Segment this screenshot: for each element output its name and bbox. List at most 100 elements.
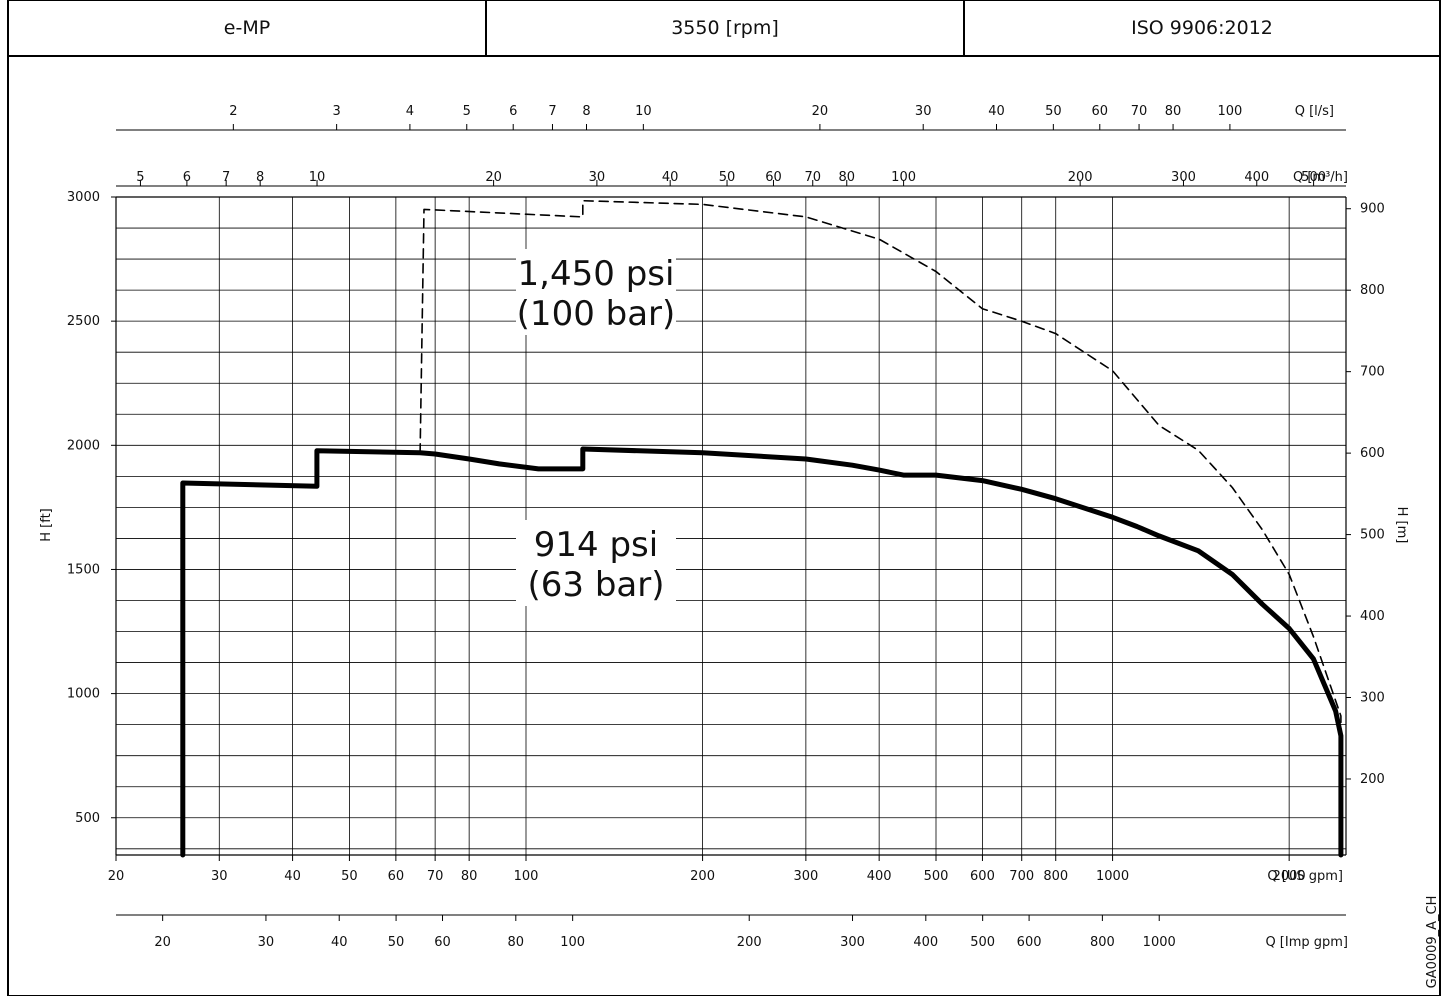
imp-tick-label: 50 xyxy=(388,935,405,950)
ls-tick-label: 10 xyxy=(635,104,652,119)
ls-axis-title: Q [l/s] xyxy=(1295,104,1334,119)
right-tick-label: 500 xyxy=(1360,528,1385,543)
series-line-63-bar xyxy=(180,446,1344,858)
m3h-tick-label: 100 xyxy=(891,170,916,185)
bottom-tick-label: 1000 xyxy=(1096,869,1129,884)
ls-tick-label: 6 xyxy=(509,104,517,119)
left-tick-label: 1500 xyxy=(67,562,100,577)
grid xyxy=(115,196,1347,856)
ls-tick-label: 7 xyxy=(548,104,556,119)
imp-tick-label: 80 xyxy=(508,935,525,950)
annotation-100-bar-line1: 1,450 psi xyxy=(518,254,675,294)
bottom-tick-label: 500 xyxy=(924,869,949,884)
bottom-tick-label: 700 xyxy=(1009,869,1034,884)
ls-tick-label: 4 xyxy=(406,104,414,119)
ls-tick-label: 5 xyxy=(463,104,471,119)
ls-tick-label: 40 xyxy=(988,104,1005,119)
annotation-63-bar-bg xyxy=(516,520,676,606)
m3h-tick-label: 50 xyxy=(719,170,736,185)
imp-tick-label: 400 xyxy=(913,935,938,950)
m3h-tick-label: 30 xyxy=(589,170,606,185)
ls-tick-label: 50 xyxy=(1045,104,1062,119)
frame xyxy=(7,0,1441,996)
right-tick-label: 800 xyxy=(1360,283,1385,298)
bottom-tick-label: 40 xyxy=(284,869,301,884)
bottom-tick-label: 300 xyxy=(793,869,818,884)
annotation-100-bar-bg xyxy=(516,249,676,335)
left-tick-label: 3000 xyxy=(67,190,100,205)
annotations: H [ft] H [m] Q [US gpm] Q [Imp gpm] Q [m… xyxy=(39,104,1440,988)
drawing-code: GA0009_A_CH xyxy=(1425,896,1440,989)
header-speed: 3550 [rpm] xyxy=(671,17,779,39)
annotation-100-bar-line2: (100 bar) xyxy=(517,294,676,334)
annotation-63-bar-line1: 914 psi xyxy=(534,525,658,565)
m3h-tick-label: 200 xyxy=(1068,170,1093,185)
m3h-tick-label: 10 xyxy=(309,170,326,185)
m3h-tick-label: 7 xyxy=(222,170,230,185)
right-tick-label: 700 xyxy=(1360,365,1385,380)
m3h-tick-label: 8 xyxy=(256,170,264,185)
right-tick-label: 600 xyxy=(1360,446,1385,461)
m3h-tick-label: 70 xyxy=(804,170,821,185)
m3h-tick-label: 400 xyxy=(1244,170,1269,185)
m3h-tick-label: 40 xyxy=(662,170,679,185)
imp-tick-label: 300 xyxy=(840,935,865,950)
header-standard: ISO 9906:2012 xyxy=(1131,17,1273,39)
imp-tick-label: 200 xyxy=(737,935,762,950)
axes: 5001000150020002500300020030040050060070… xyxy=(67,104,1385,950)
ls-tick-label: 3 xyxy=(332,104,340,119)
right-tick-label: 400 xyxy=(1360,609,1385,624)
m3h-axis-title: Q [m³/h] xyxy=(1293,170,1348,185)
ls-tick-label: 30 xyxy=(915,104,932,119)
ls-tick-label: 70 xyxy=(1131,104,1148,119)
bottom-tick-label: 60 xyxy=(388,869,405,884)
m3h-tick-label: 500 xyxy=(1301,170,1326,185)
right-tick-label: 900 xyxy=(1360,202,1385,217)
bottom-tick-label: 70 xyxy=(427,869,444,884)
left-tick-label: 500 xyxy=(75,811,100,826)
left-tick-label: 1000 xyxy=(67,687,100,702)
bottom-tick-label: 30 xyxy=(211,869,228,884)
bottom-tick-label: 800 xyxy=(1043,869,1068,884)
bottom-axis-title: Q [US gpm] xyxy=(1267,869,1343,884)
right-axis-title: H [m] xyxy=(1394,507,1409,544)
imp-tick-label: 800 xyxy=(1090,935,1115,950)
imp-tick-label: 60 xyxy=(434,935,451,950)
right-tick-label: 300 xyxy=(1360,691,1385,706)
right-tick-label: 200 xyxy=(1360,772,1385,787)
m3h-tick-label: 6 xyxy=(183,170,191,185)
m3h-tick-label: 20 xyxy=(485,170,502,185)
imp-tick-label: 20 xyxy=(154,935,171,950)
ls-tick-label: 80 xyxy=(1165,104,1182,119)
bottom-tick-label: 20 xyxy=(108,869,125,884)
m3h-tick-label: 5 xyxy=(136,170,144,185)
m3h-tick-label: 60 xyxy=(765,170,782,185)
bottom-tick-label: 600 xyxy=(970,869,995,884)
ls-tick-label: 2 xyxy=(229,104,237,119)
left-tick-label: 2000 xyxy=(67,438,100,453)
bottom-tick-label: 80 xyxy=(461,869,478,884)
left-tick-label: 2500 xyxy=(67,314,100,329)
annotation-63-bar-line2: (63 bar) xyxy=(528,565,665,605)
outer-frame xyxy=(7,0,1441,996)
ls-tick-label: 100 xyxy=(1218,104,1243,119)
left-axis-title: H [ft] xyxy=(39,508,54,542)
ls-tick-label: 60 xyxy=(1092,104,1109,119)
imp-tick-label: 40 xyxy=(331,935,348,950)
imp-tick-label: 30 xyxy=(258,935,275,950)
bottom-tick-label: 50 xyxy=(341,869,358,884)
imp-tick-label: 500 xyxy=(970,935,995,950)
bottom-tick-label: 200 xyxy=(690,869,715,884)
series: 914 psi(63 bar) 1,450 psi(100 bar) xyxy=(180,199,1344,858)
imp-axis-title: Q [Imp gpm] xyxy=(1265,935,1348,950)
bottom-tick-label: 100 xyxy=(514,869,539,884)
imp-tick-label: 600 xyxy=(1017,935,1042,950)
bottom-tick-label: 400 xyxy=(867,869,892,884)
m3h-tick-label: 80 xyxy=(838,170,855,185)
ls-tick-label: 20 xyxy=(812,104,829,119)
bottom-tick-label: 2000 xyxy=(1273,869,1306,884)
series-line-100-bar xyxy=(419,199,1342,737)
header-model: e-MP xyxy=(223,17,271,39)
m3h-tick-label: 300 xyxy=(1171,170,1196,185)
